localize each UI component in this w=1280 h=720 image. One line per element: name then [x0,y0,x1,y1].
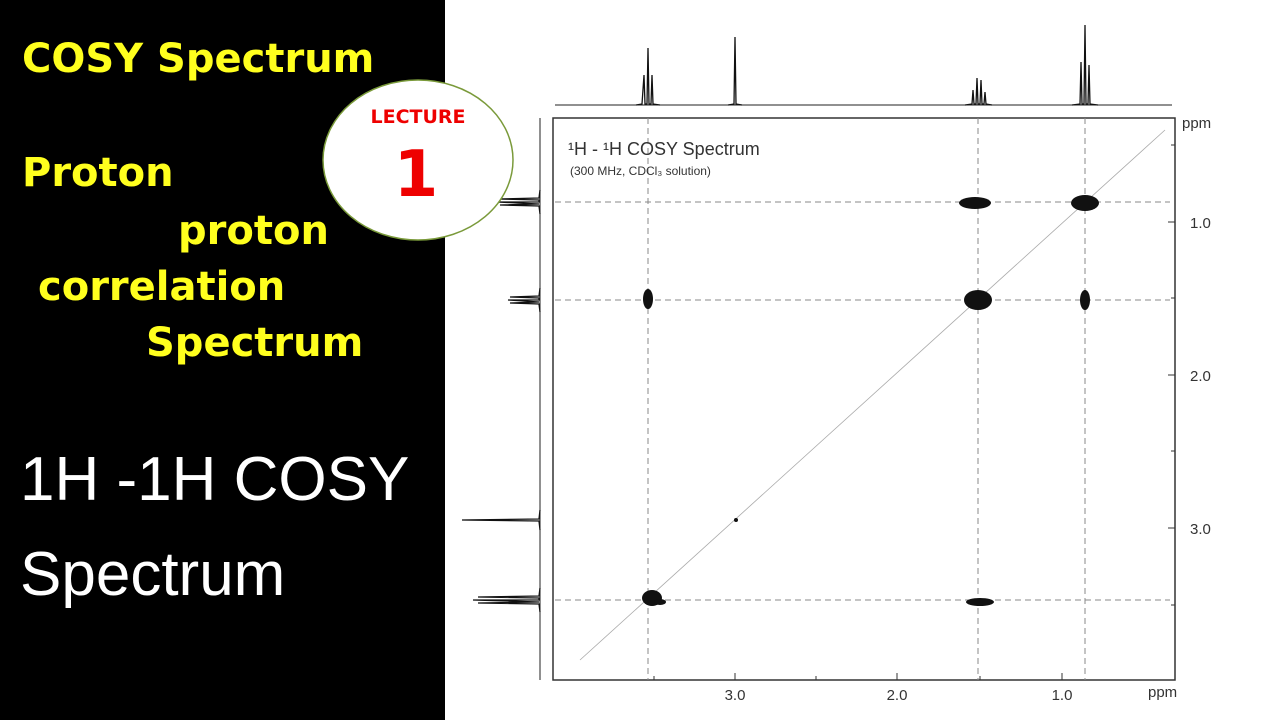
x-tick-label: 2.0 [887,687,908,704]
left-projection [461,189,541,613]
cross-peaks-part [959,197,991,209]
big-title: Spectrum [20,540,285,609]
cross-peaks-part [966,598,994,606]
subtitle-line: correlation [38,264,285,310]
cross-peaks-part [1080,290,1090,310]
spectrum-subtitle: (300 MHz, CDCl₃ solution) [570,164,711,178]
x-unit: ppm [1148,684,1177,701]
y-unit: ppm [1182,115,1211,132]
subtitle-line: Spectrum [146,320,363,366]
cross-peaks-part [654,599,666,605]
tick-marks [653,144,1175,680]
badge-label: LECTURE [370,106,465,128]
y-tick-label: 2.0 [1190,368,1211,385]
top-projection-part [964,77,993,106]
x-tick-label: 1.0 [1052,687,1073,704]
left-projection-part [461,509,541,531]
spectrum: ¹H - ¹H COSY Spectrum (300 MHz, CDCl₃ so… [461,24,1211,704]
heading: COSY Spectrum [22,36,374,82]
badge-number: 1 [394,138,439,212]
x-tick-label: 3.0 [725,687,746,704]
lecture-badge: LECTURE 1 [322,79,514,241]
cross-peaks [642,195,1099,606]
top-projection [635,24,1099,106]
frame [552,117,1176,681]
top-projection-part [1071,24,1099,106]
left-projection-part [496,189,541,215]
top-projection-part [635,47,661,106]
cross-peaks-part [964,290,992,310]
cross-peaks-part [643,289,653,309]
cross-peaks-part [1071,195,1099,211]
subtitle-line: proton [178,208,329,254]
y-tick-label: 3.0 [1190,521,1211,538]
y-tick-label: 1.0 [1190,215,1211,232]
spectrum-title: ¹H - ¹H COSY Spectrum [568,139,760,159]
lecture-badge-part [322,79,514,241]
subtitle-line: Proton [22,150,174,196]
diagonal [579,129,1166,661]
left-projection-part [507,287,541,313]
big-title: 1H -1H COSY [20,445,409,514]
cross-peaks-part [734,518,738,522]
left-projection-part [472,587,541,613]
top-projection-part [727,36,743,106]
